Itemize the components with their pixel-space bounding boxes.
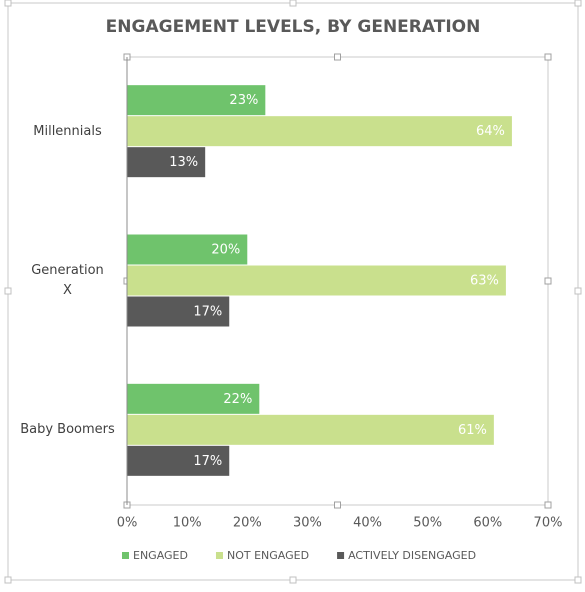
x-tick-label: 40%: [353, 516, 382, 531]
selection-handle: [544, 501, 552, 509]
y-tick-label: Baby Boomers: [15, 400, 120, 460]
selection-handle: [544, 53, 552, 61]
bar: [127, 116, 512, 147]
frame-handle: [289, 576, 297, 584]
value-label: 13%: [169, 155, 198, 170]
category-label-box: Generation X: [15, 251, 120, 311]
bar: [127, 296, 230, 327]
selection-handle: [334, 501, 341, 509]
y-tick-label-text: Generation X: [31, 263, 104, 298]
frame-handle: [574, 0, 582, 7]
value-label: 23%: [229, 93, 258, 108]
y-tick-label: Millennials: [15, 102, 120, 162]
value-label: 22%: [223, 392, 252, 407]
x-tick-label: 30%: [293, 516, 322, 531]
value-label: 61%: [458, 423, 487, 438]
value-label: 64%: [476, 124, 505, 139]
x-tick-label: 20%: [233, 516, 262, 531]
legend-label: ENGAGED: [133, 549, 188, 562]
x-tick-label: 70%: [534, 516, 563, 531]
category-label-box: Millennials: [15, 102, 120, 162]
bar: [127, 383, 260, 414]
legend-label: NOT ENGAGED: [227, 549, 309, 562]
y-tick-label-text: Millennials: [33, 123, 102, 139]
value-label: 20%: [211, 243, 240, 258]
y-tick-label-text: Baby Boomers: [20, 422, 115, 438]
legend-swatch: [337, 552, 345, 559]
selection-handle: [544, 277, 552, 285]
frame-handle: [4, 0, 12, 7]
bar: [127, 414, 494, 445]
bar: [127, 234, 248, 265]
x-tick-label: 0%: [117, 516, 138, 531]
bar: [127, 265, 506, 296]
bar: [127, 147, 206, 178]
bar: [127, 445, 230, 476]
value-label: 17%: [193, 454, 222, 469]
value-label: 17%: [193, 305, 222, 320]
x-tick-label: 10%: [173, 516, 202, 531]
legend-label: ACTIVELY DISENGAGED: [348, 549, 476, 562]
frame-handle: [289, 0, 297, 7]
x-tick-label: 50%: [413, 516, 442, 531]
legend-swatch: [122, 552, 129, 559]
chart-title: ENGAGEMENT LEVELS, BY GENERATION: [106, 17, 481, 37]
selection-handle: [334, 53, 341, 61]
frame-handle: [4, 576, 12, 584]
frame-handle: [574, 576, 582, 584]
frame-handle: [4, 287, 12, 295]
legend-swatch: [215, 552, 223, 559]
frame-handle: [574, 287, 582, 295]
value-label: 63%: [470, 274, 499, 289]
category-label-box: Baby Boomers: [15, 400, 120, 460]
bar: [127, 85, 266, 116]
x-tick-label: 60%: [473, 516, 502, 531]
y-tick-label: Generation X: [15, 251, 120, 311]
